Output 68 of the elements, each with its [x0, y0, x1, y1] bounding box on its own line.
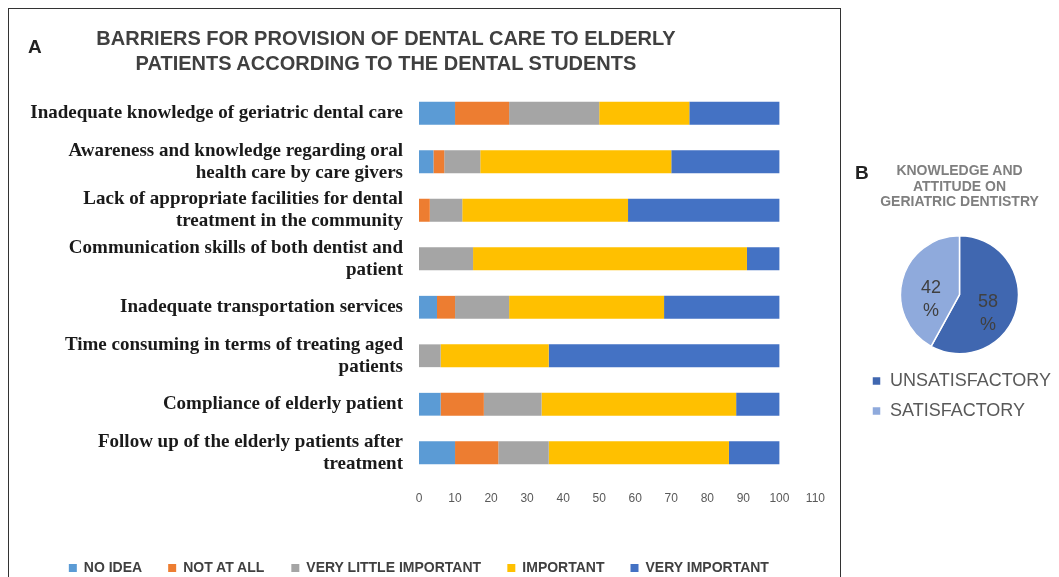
bar [498, 441, 549, 465]
x-tick-label: 40 [556, 490, 571, 505]
data-label: 58 % [978, 291, 999, 335]
x-tick-label: 0 [415, 490, 423, 505]
chart-title: KNOWLEDGE AND ATTITUDE ON GERIATRIC DENTISTRY [880, 162, 1040, 209]
x-tick-label: 90 [736, 490, 751, 505]
y-tick-label: Compliance of elderly patient [162, 392, 404, 414]
bar [664, 295, 780, 319]
legend-label: UNSATISFACTORY [890, 369, 1052, 390]
legend-label: IMPORTANT [522, 558, 605, 575]
x-tick-label: 10 [448, 490, 463, 505]
text: A [28, 36, 42, 58]
x-tick-label: 30 [520, 490, 535, 505]
bar [671, 150, 780, 174]
y-tick-label: Inadequate transportation services [120, 295, 403, 317]
bar [480, 150, 672, 174]
text: B [855, 162, 869, 184]
x-tick-label: 70 [664, 490, 679, 505]
bar [419, 101, 456, 125]
bar [444, 150, 481, 174]
bar [455, 295, 510, 319]
bar [548, 344, 780, 368]
bar [419, 295, 438, 319]
y-tick-label: Time consuming in terms of treating aged patients [64, 332, 404, 376]
x-tick-label: 110 [805, 490, 826, 505]
x-tick-label: 80 [700, 490, 715, 505]
x-tick-label: 100 [769, 490, 790, 505]
legend-label: VERY IMPORTANT [645, 558, 770, 575]
bar [548, 441, 729, 465]
bar [541, 392, 737, 416]
bar [746, 247, 780, 271]
bar [736, 392, 780, 416]
y-tick-label: Lack of appropriate facilities for dental treatment in the community [83, 187, 404, 231]
y-tick-label: Follow up of the elderly patients after treatment [97, 429, 404, 473]
y-tick-label: Communication skills of both dentist and patient [68, 235, 404, 279]
bar [419, 441, 456, 465]
bar [440, 344, 549, 368]
x-tick-label: 50 [592, 490, 607, 505]
bar [419, 150, 434, 174]
legend-label: VERY LITTLE IMPORTANT [306, 558, 482, 575]
bar [433, 150, 445, 174]
bar [473, 247, 747, 271]
bar [455, 441, 499, 465]
legend-label: NOT AT ALL [183, 558, 265, 575]
x-tick-label: 60 [628, 490, 643, 505]
y-tick-label: Inadequate knowledge of geriatric dental care [30, 101, 403, 123]
bar [509, 101, 600, 125]
data-label: 42 % [920, 276, 941, 320]
bar [689, 101, 780, 125]
legend-label: NO IDEA [83, 558, 143, 575]
bar [628, 198, 780, 222]
x-tick-label: 20 [484, 490, 499, 505]
chart-title: BARRIERS FOR PROVISION OF DENTAL CARE TO ELDERLY PATIENTS ACCORDING TO THE DENTAL STUDENTS [95, 26, 677, 76]
bar [455, 101, 510, 125]
y-tick-label: Awareness and knowledge regarding oral health care by care givers [68, 138, 403, 182]
bar [419, 344, 441, 368]
bar [509, 295, 665, 319]
bar [419, 392, 441, 416]
bar [599, 101, 690, 125]
bar [483, 392, 542, 416]
bar [462, 198, 629, 222]
bar [437, 295, 456, 319]
bar [440, 392, 484, 416]
bar [419, 198, 430, 222]
bar [429, 198, 463, 222]
bar [728, 441, 780, 465]
bar [419, 247, 474, 271]
legend-label: SATISFACTORY [890, 399, 1026, 420]
